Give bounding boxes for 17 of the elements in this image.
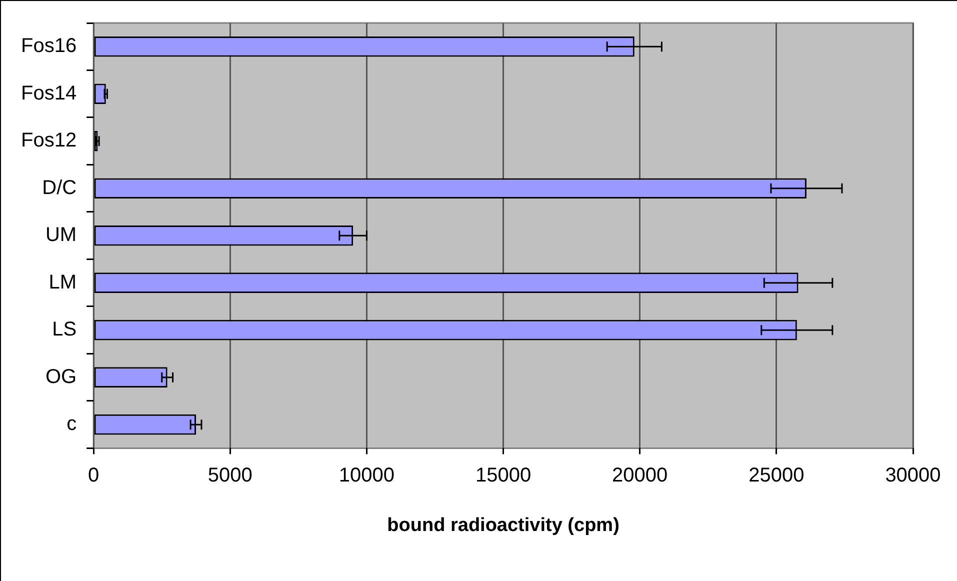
y-tick-label: c [66, 413, 77, 436]
x-tick-label: 25000 [748, 464, 804, 487]
y-tick-label: LM [48, 271, 77, 294]
x-axis-title: bound radioactivity (cpm) [387, 514, 620, 536]
y-tick-label: OG [45, 366, 77, 388]
x-tick-label: 15000 [475, 464, 532, 487]
x-tick-label: 10000 [338, 464, 395, 487]
x-tick-label: 0 [88, 464, 100, 487]
x-tick-label: 20000 [612, 464, 668, 487]
y-tick-label: LS [52, 318, 77, 341]
y-tick-label: Fos16 [20, 35, 77, 58]
x-tick-label: 5000 [208, 464, 252, 487]
y-tick-label: Fos14 [20, 82, 77, 104]
y-tick-label: Fos12 [20, 130, 77, 152]
x-tick-label: 30000 [885, 464, 941, 487]
y-tick-label: UM [45, 224, 77, 246]
y-tick-label: D/C [42, 176, 77, 199]
